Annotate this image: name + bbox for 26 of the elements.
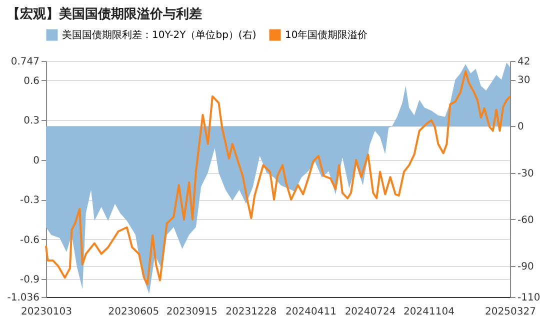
y2-tick-label: -30 <box>518 168 534 180</box>
y2-tick-label: -110 <box>518 292 540 304</box>
y2-tick-label: 0 <box>518 122 524 133</box>
chart-title: 【宏观】美国国债期限溢价与利差 <box>6 6 202 22</box>
y2-tick-label: 30 <box>518 75 530 86</box>
x-tick-label: 20230915 <box>166 306 218 318</box>
y2-tick-label: -90 <box>518 261 534 272</box>
x-tick-label: 20230103 <box>21 306 72 318</box>
y-tick-label: 0.6 <box>24 76 40 87</box>
y2-tick-label: 42 <box>518 56 530 68</box>
x-tick-label: 20231228 <box>226 306 277 318</box>
x-tick-label: 20230605 <box>108 306 160 318</box>
x-tick-label: 20240411 <box>286 306 336 318</box>
y-tick-label: 0 <box>33 155 40 166</box>
y-tick-label: -0.9 <box>20 274 40 286</box>
y2-tick-label: -60 <box>518 214 534 226</box>
x-tick-label: 20241104 <box>404 306 454 318</box>
y-tick-label: -1.036 <box>7 292 40 304</box>
legend-label: 美国国债期限利差：10Y-2Y（单位bp）(右) <box>62 29 256 41</box>
legend-label: 10年国债期限溢价 <box>285 29 368 41</box>
y-tick-label: 0.747 <box>10 56 40 68</box>
y-tick-label: -0.3 <box>20 195 40 206</box>
y-tick-label: -0.6 <box>20 234 40 246</box>
x-tick-label: 20250327 <box>485 306 536 318</box>
y-tick-label: 0.3 <box>24 116 40 127</box>
x-tick-label: 20240724 <box>344 306 396 318</box>
